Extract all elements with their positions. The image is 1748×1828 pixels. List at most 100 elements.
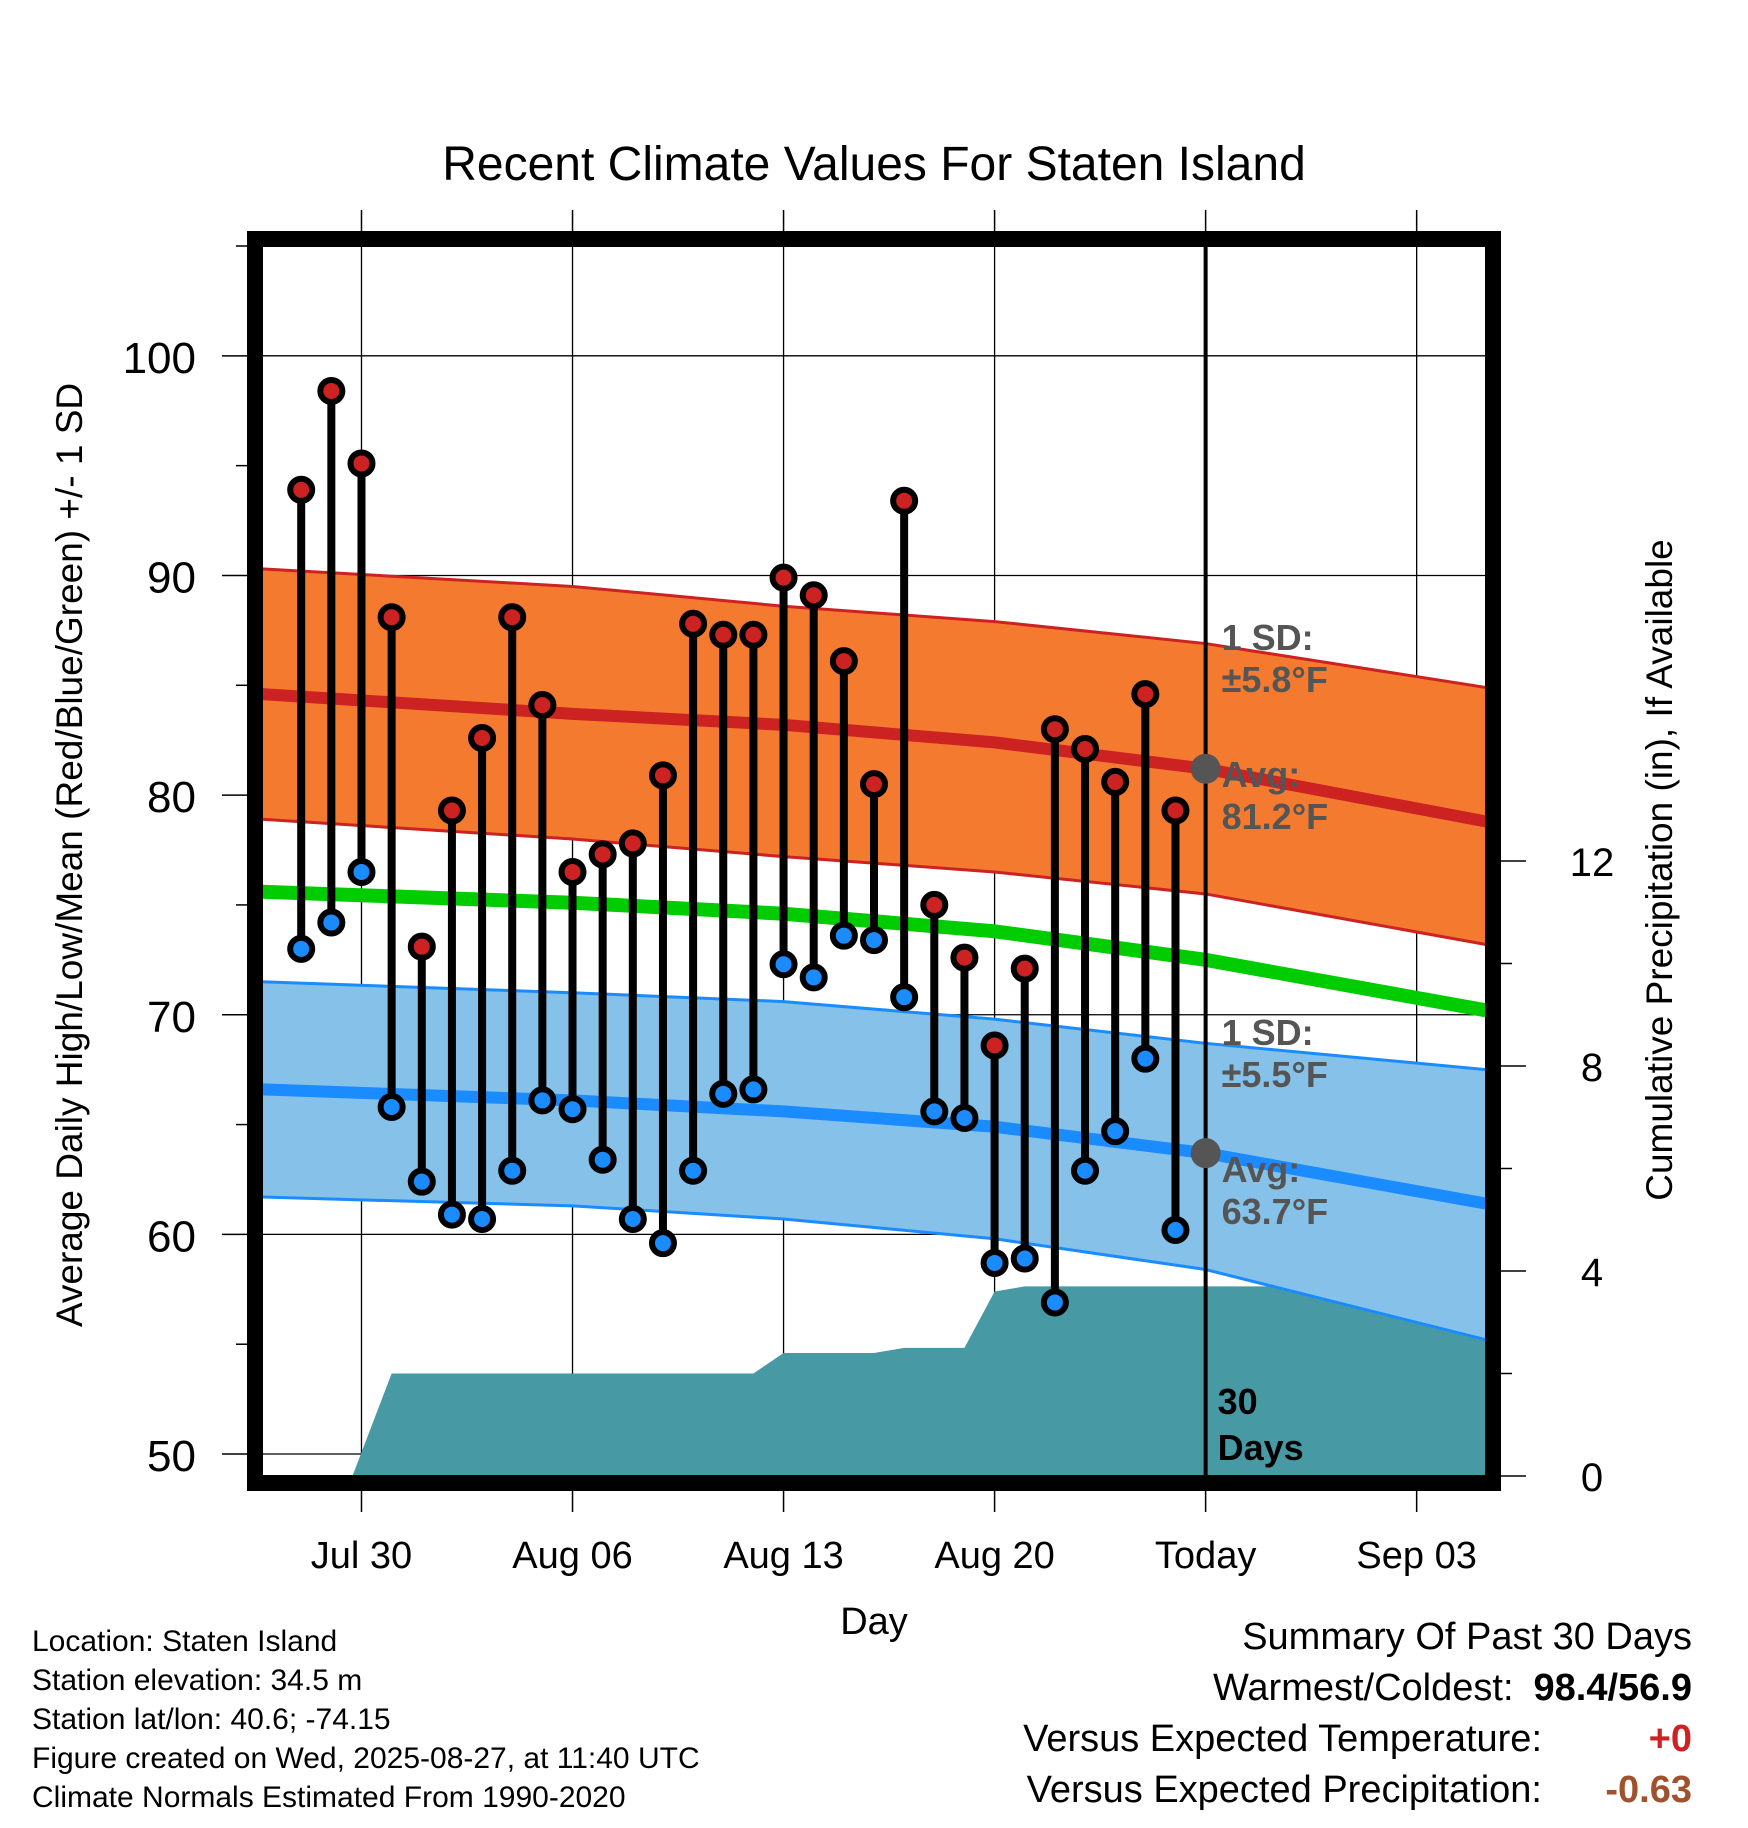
- high-point: [588, 840, 617, 869]
- low-avg-marker: [1190, 1138, 1221, 1169]
- summary-warm-cold-row: Warmest/Coldest: 98.4/56.9: [932, 1663, 1692, 1714]
- low-point: [588, 1145, 617, 1174]
- info-location: Location: Staten Island: [32, 1625, 338, 1658]
- plot-frame: [247, 231, 1501, 1491]
- low-point: [377, 1093, 406, 1121]
- low-point: [799, 963, 828, 992]
- low-point: [528, 1086, 557, 1115]
- high-point: [769, 563, 798, 592]
- window-days-label: Days: [1218, 1427, 1304, 1468]
- low-sd-value: ±5.5°F: [1222, 1054, 1328, 1095]
- info-created: Figure created on Wed, 2025-08-27, at 11…: [32, 1742, 700, 1775]
- high-point: [498, 603, 527, 632]
- high-point: [739, 620, 768, 649]
- high-point: [1101, 767, 1130, 796]
- low-sd-label: 1 SD:: [1222, 1012, 1314, 1053]
- y-tick-label: 70: [147, 993, 196, 1042]
- high-point: [709, 620, 738, 649]
- info-latlon: Station lat/lon: 40.6; -74.15: [32, 1703, 391, 1736]
- temp-vs-expected-value: +0: [1648, 1718, 1692, 1760]
- low-point: [618, 1205, 647, 1234]
- low-point: [829, 921, 858, 950]
- high-sd-band: [262, 568, 1486, 945]
- low-point: [769, 950, 798, 979]
- low-point: [1131, 1044, 1160, 1073]
- high-point: [317, 376, 346, 405]
- low-point: [317, 908, 346, 937]
- y2-tick-label: 4: [1581, 1251, 1603, 1295]
- low-lower-line: [262, 1195, 1486, 1342]
- info-normals: Climate Normals Estimated From 1990-2020: [32, 1781, 626, 1814]
- y-tick-label: 90: [147, 553, 196, 602]
- low-point: [920, 1097, 949, 1126]
- high-avg-line: [262, 688, 1486, 828]
- x-tick-label: Aug 06: [512, 1535, 632, 1577]
- low-point: [709, 1079, 738, 1108]
- low-point: [1010, 1244, 1039, 1273]
- x-tick-label: Aug 13: [723, 1535, 843, 1577]
- high-point: [890, 486, 919, 515]
- low-point: [1101, 1117, 1130, 1146]
- high-point: [1040, 715, 1069, 744]
- high-point: [347, 449, 376, 478]
- low-point: [287, 934, 316, 963]
- low-point: [980, 1248, 1009, 1277]
- low-sd-band: [262, 981, 1486, 1340]
- y-axis-label: Average Daily High/Low/Mean (Red/Blue/Gr…: [49, 383, 90, 1327]
- precipitation-area: [352, 1286, 1486, 1476]
- high-point: [860, 770, 888, 799]
- x-axis-label: Day: [840, 1601, 908, 1643]
- low-point: [498, 1156, 527, 1185]
- precip-vs-expected-label: Versus Expected Precipitation:: [1026, 1769, 1542, 1811]
- high-avg-label: Avg:: [1222, 754, 1301, 795]
- high-sd-value: ±5.8°F: [1222, 659, 1328, 700]
- mean-line: [262, 884, 1486, 1018]
- info-elevation: Station elevation: 34.5 m: [32, 1664, 363, 1697]
- high-point: [1161, 796, 1190, 825]
- y2-tick-label: 0: [1581, 1456, 1603, 1500]
- y-tick-label: 80: [147, 773, 196, 822]
- high-point: [920, 890, 949, 919]
- y-tick-label: 100: [123, 334, 196, 383]
- low-point: [950, 1103, 979, 1132]
- high-point: [407, 932, 436, 961]
- y2-tick-label: 12: [1570, 841, 1615, 885]
- y-tick-label: 60: [147, 1212, 196, 1261]
- low-point: [890, 983, 919, 1012]
- low-point: [1161, 1216, 1190, 1244]
- y2-axis-label: Cumulative Precipitation (in), If Availa…: [1639, 539, 1680, 1201]
- high-point: [528, 691, 557, 720]
- high-point: [618, 829, 647, 858]
- low-point: [1071, 1156, 1100, 1185]
- high-avg-value: 81.2°F: [1222, 796, 1328, 837]
- temp-vs-expected-label: Versus Expected Temperature:: [1023, 1718, 1542, 1760]
- low-point: [347, 857, 376, 886]
- y2-tick-label: 8: [1581, 1046, 1603, 1090]
- low-avg-value: 63.7°F: [1222, 1191, 1328, 1232]
- x-tick-label: Aug 20: [934, 1535, 1054, 1577]
- high-point: [1071, 734, 1100, 763]
- low-avg-line: [262, 1083, 1486, 1210]
- summary-title: Summary Of Past 30 Days: [1242, 1616, 1692, 1658]
- low-point: [468, 1205, 497, 1234]
- low-avg-label: Avg:: [1222, 1149, 1301, 1190]
- high-point: [377, 603, 406, 632]
- y-tick-label: 50: [147, 1432, 196, 1481]
- summary-panel: Summary Of Past 30 Days Warmest/Coldest:…: [932, 1612, 1692, 1816]
- high-point: [287, 475, 316, 504]
- warm-cold-value: 98.4/56.9: [1533, 1667, 1692, 1709]
- high-point: [1010, 954, 1039, 983]
- low-point: [860, 926, 888, 955]
- high-point: [648, 761, 677, 790]
- high-upper-line: [262, 567, 1486, 689]
- low-point: [437, 1200, 466, 1229]
- warm-cold-label: Warmest/Coldest:: [1212, 1667, 1514, 1709]
- low-point: [648, 1229, 677, 1258]
- low-point: [407, 1167, 436, 1196]
- high-point: [468, 724, 497, 752]
- high-point: [950, 943, 979, 972]
- x-tick-label: Jul 30: [311, 1535, 412, 1577]
